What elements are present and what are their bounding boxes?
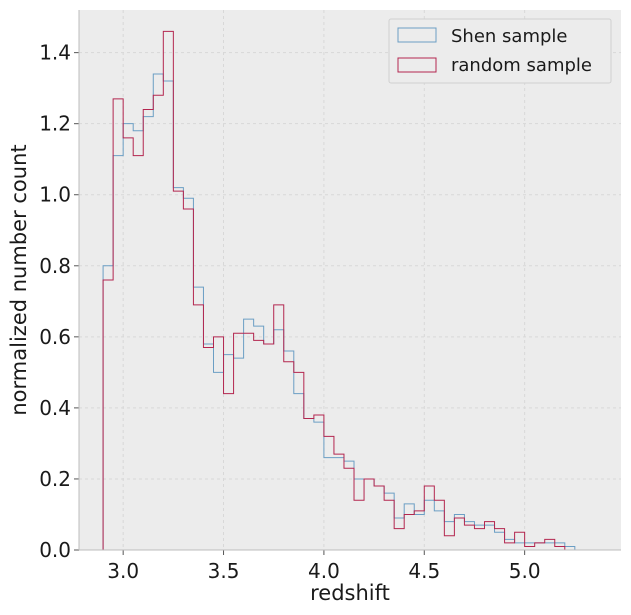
x-axis-label: redshift <box>310 581 390 605</box>
grid-lines <box>79 10 621 551</box>
y-tick-label: 0.4 <box>39 396 71 420</box>
x-tick-label: 3.5 <box>208 559 240 583</box>
y-tick-label: 0.2 <box>39 467 71 491</box>
x-tick-label: 3.0 <box>107 559 139 583</box>
x-tick-label: 4.5 <box>408 559 440 583</box>
plot-area <box>79 10 621 550</box>
histogram-step-1 <box>102 30 575 551</box>
y-axis-label: normalized number count <box>7 144 31 415</box>
legend-label-random: random sample <box>451 55 592 76</box>
legend-label-shen: Shen sample <box>451 26 567 47</box>
legend: Shen sample random sample <box>388 18 612 84</box>
histogram-series <box>102 30 576 551</box>
legend-swatch-random <box>397 57 437 73</box>
legend-swatch-shen <box>397 27 437 43</box>
y-tick-label: 1.0 <box>39 183 71 207</box>
x-tick-label: 4.0 <box>308 559 340 583</box>
y-tick-label: 0.0 <box>39 538 71 562</box>
y-tick-label: 1.2 <box>39 112 71 136</box>
y-tick-label: 1.4 <box>39 41 71 65</box>
legend-box <box>388 18 612 84</box>
x-tick-label: 5.0 <box>509 559 541 583</box>
y-tick-label: 0.6 <box>39 325 71 349</box>
axis-ticks: 3.0 3.5 4.0 4.5 5.0 0.0 0.2 0.4 0.6 0.8 1.0 1.2 1.4 <box>39 41 540 583</box>
y-tick-label: 0.8 <box>39 254 71 278</box>
